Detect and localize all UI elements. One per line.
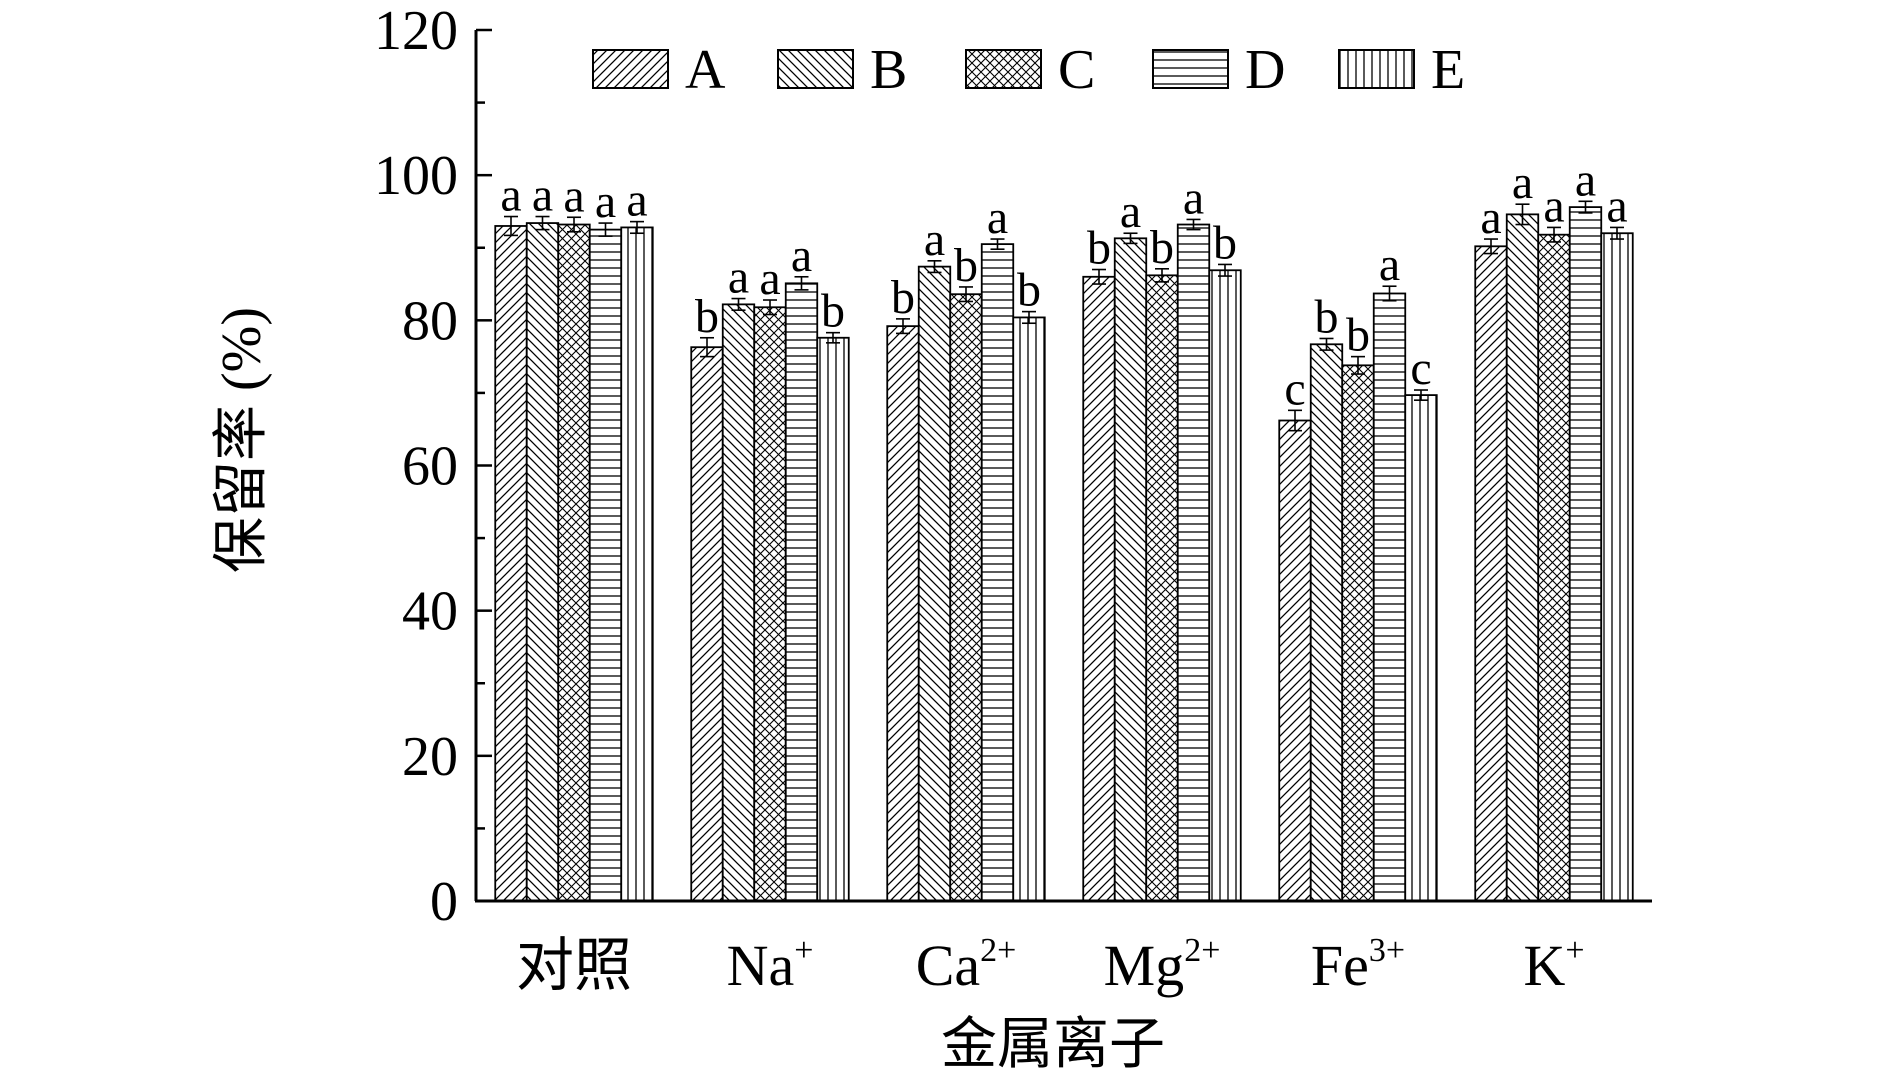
- bar: [753, 306, 787, 902]
- legend-swatch: [1338, 49, 1415, 89]
- legend-swatch: [1152, 49, 1229, 89]
- y-tick-label: 80: [402, 290, 458, 352]
- bar: [980, 243, 1015, 902]
- bar: [721, 303, 756, 902]
- bar: [620, 226, 654, 902]
- y-tick-label: 60: [402, 436, 458, 498]
- x-tick-label: Fe3+: [1311, 932, 1405, 998]
- significance-label: b: [1150, 221, 1174, 274]
- significance-label: a: [1512, 156, 1533, 209]
- significance-label: b: [1346, 309, 1370, 362]
- bar: [1341, 364, 1375, 902]
- significance-label: c: [1284, 362, 1305, 415]
- significance-label: b: [821, 285, 845, 338]
- bar: [1012, 316, 1046, 902]
- y-axis-title: 保留率 (%): [211, 307, 273, 573]
- bar: [588, 228, 623, 902]
- significance-label: a: [1606, 179, 1627, 232]
- bar: [949, 293, 983, 902]
- y-axis: 0 20 40 60 80 100 120: [374, 0, 492, 933]
- significance-label: c: [1410, 342, 1431, 395]
- significance-label: a: [1543, 179, 1564, 232]
- significance-label: b: [954, 239, 978, 292]
- legend-label: B: [870, 39, 907, 101]
- significance-label: b: [891, 271, 915, 324]
- significance-label: a: [1480, 191, 1501, 244]
- bar: [494, 225, 528, 902]
- bar: [816, 336, 850, 902]
- significance-label: a: [626, 174, 647, 227]
- significance-label: a: [728, 251, 749, 304]
- y-tick-label: 20: [402, 726, 458, 788]
- legend-swatch: [592, 49, 669, 89]
- x-tick-label: Na+: [727, 932, 814, 998]
- legend-swatch: [777, 49, 854, 89]
- y-tick-label: 120: [374, 0, 458, 62]
- x-tick-label: K+: [1523, 932, 1584, 998]
- significance-label: b: [1087, 222, 1111, 275]
- bar: [784, 282, 819, 902]
- bar: [1278, 419, 1312, 902]
- y-tick-label: 0: [430, 871, 458, 933]
- significance-label: b: [1315, 290, 1339, 343]
- legend-swatch: [965, 49, 1042, 89]
- significance-label: b: [1017, 264, 1041, 317]
- bar: [1404, 394, 1438, 902]
- bar: [1208, 269, 1242, 902]
- bar: [557, 223, 591, 902]
- bar: [917, 265, 952, 902]
- legend-label: E: [1431, 39, 1465, 101]
- x-tick-label: 对照: [516, 933, 632, 998]
- x-tick-label: Ca2+: [916, 932, 1017, 998]
- bar: [1474, 245, 1508, 902]
- significance-label: a: [759, 252, 780, 305]
- significance-label: a: [987, 191, 1008, 244]
- significance-label: a: [1379, 238, 1400, 291]
- significance-label: a: [1575, 153, 1596, 206]
- legend-label: D: [1245, 39, 1285, 101]
- bar: [886, 325, 920, 902]
- significance-label: b: [695, 290, 719, 343]
- bar: [1568, 206, 1603, 902]
- significance-label: a: [1120, 185, 1141, 238]
- legend: A B C D E: [592, 39, 1465, 101]
- bar: [1082, 275, 1116, 902]
- bar: [1505, 213, 1540, 902]
- significance-label: a: [563, 169, 584, 222]
- bar: [690, 346, 724, 902]
- significance-label: a: [532, 169, 553, 222]
- bar: [1309, 343, 1344, 902]
- bar: [1176, 223, 1211, 902]
- bar: [1145, 274, 1179, 902]
- significance-label: a: [500, 169, 521, 222]
- legend-label: A: [685, 39, 726, 101]
- significance-label: a: [1183, 171, 1204, 224]
- significance-label: a: [791, 229, 812, 282]
- significance-label: a: [924, 213, 945, 266]
- bar: [1113, 237, 1148, 902]
- y-tick-label: 100: [374, 145, 458, 207]
- bar: [1372, 292, 1407, 902]
- significance-label: a: [595, 175, 616, 228]
- x-axis: 对照 Na+ Ca2+ Mg2+ Fe3+ K+: [475, 899, 1652, 998]
- x-axis-title: 金属离子: [941, 1014, 1165, 1076]
- x-tick-label: Mg2+: [1104, 932, 1221, 998]
- bar: [1537, 233, 1571, 902]
- bar: [525, 222, 560, 902]
- y-tick-label: 40: [402, 581, 458, 643]
- significance-label: b: [1213, 216, 1237, 269]
- bar: [1600, 232, 1634, 902]
- legend-label: C: [1058, 39, 1095, 101]
